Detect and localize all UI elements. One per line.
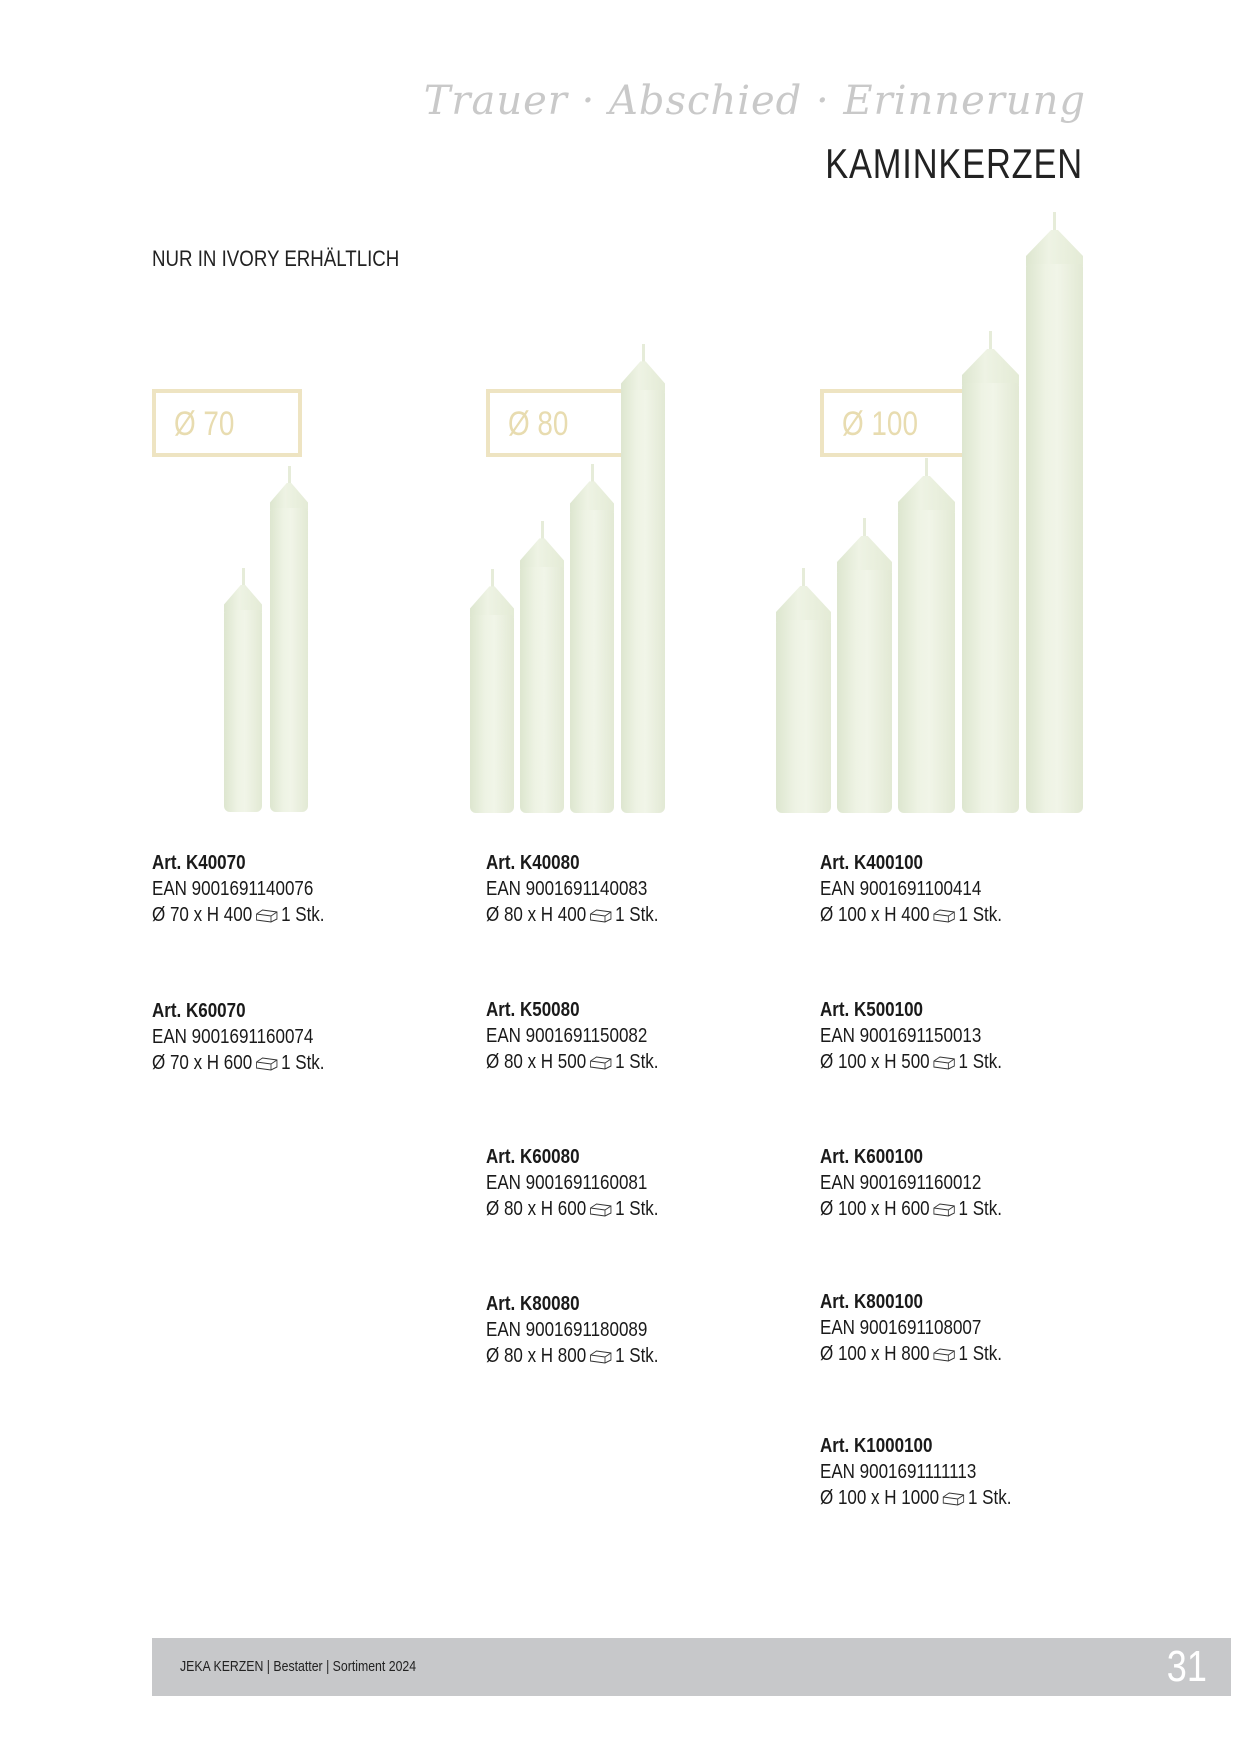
package-icon	[933, 1348, 955, 1362]
ean-code: EAN 9001691108007	[820, 1317, 982, 1339]
product-entry: Art. K600100 EAN 9001691160012 Ø 100 x H…	[820, 1144, 1034, 1222]
diameter-label: Ø 80	[508, 405, 569, 443]
product-entry: Art. K80080 EAN 9001691180089 Ø 80 x H 8…	[486, 1291, 689, 1369]
product-entry: Art. K1000100 EAN 9001691111113 Ø 100 x …	[820, 1433, 1045, 1511]
size: Ø 80 x H 800	[486, 1345, 587, 1367]
product-entry: Art. K60080 EAN 9001691160081 Ø 80 x H 6…	[486, 1144, 689, 1222]
diameter-label: Ø 100	[842, 405, 918, 443]
quantity: 1 Stk.	[281, 1052, 325, 1074]
ean-code: EAN 9001691111113	[820, 1461, 977, 1483]
article-number: Art. K40070	[152, 852, 246, 874]
quantity: 1 Stk.	[281, 904, 325, 926]
package-icon	[942, 1492, 964, 1506]
page-number: 31	[1166, 1642, 1207, 1691]
article-number: Art. K400100	[820, 852, 924, 874]
candle-image	[570, 464, 614, 813]
article-number: Art. K500100	[820, 999, 924, 1021]
candle-image	[224, 568, 262, 812]
product-entry: Art. K800100 EAN 9001691108007 Ø 100 x H…	[820, 1289, 1034, 1367]
ean-code: EAN 9001691160081	[486, 1172, 648, 1194]
candle-image	[270, 466, 308, 812]
size: Ø 100 x H 1000	[820, 1487, 940, 1509]
article-number: Art. K50080	[486, 999, 580, 1021]
product-entry: Art. K40080 EAN 9001691140083 Ø 80 x H 4…	[486, 850, 689, 928]
quantity: 1 Stk.	[958, 1198, 1002, 1220]
quantity: 1 Stk.	[967, 1487, 1012, 1509]
quantity: 1 Stk.	[958, 1343, 1002, 1365]
package-icon	[256, 1057, 278, 1071]
size: Ø 80 x H 500	[486, 1051, 587, 1073]
quantity: 1 Stk.	[615, 1345, 659, 1367]
ean-code: EAN 9001691150082	[486, 1025, 648, 1047]
candle-image	[1026, 212, 1083, 813]
size: Ø 100 x H 800	[820, 1343, 930, 1365]
diameter-box-80: Ø 80	[486, 389, 636, 457]
diameter-box-70: Ø 70	[152, 389, 302, 457]
diameter-box-100: Ø 100	[820, 389, 970, 457]
diameter-label: Ø 70	[174, 405, 235, 443]
candle-image	[837, 518, 892, 813]
quantity: 1 Stk.	[615, 1198, 659, 1220]
size: Ø 100 x H 500	[820, 1051, 930, 1073]
ean-code: EAN 9001691140083	[486, 878, 648, 900]
quantity: 1 Stk.	[615, 1051, 659, 1073]
package-icon	[256, 909, 278, 923]
package-icon	[933, 909, 955, 923]
size: Ø 70 x H 400	[152, 904, 253, 926]
ean-code: EAN 9001691180089	[486, 1319, 648, 1341]
candle-image	[470, 569, 514, 813]
product-entry: Art. K60070 EAN 9001691160074 Ø 70 x H 6…	[152, 998, 355, 1076]
package-icon	[590, 1203, 612, 1217]
candle-image	[962, 331, 1019, 813]
ean-code: EAN 9001691160012	[820, 1172, 982, 1194]
footer-text: JEKA KERZEN | Bestatter | Sortiment 2024	[180, 1658, 417, 1675]
article-number: Art. K60080	[486, 1146, 580, 1168]
article-number: Art. K60070	[152, 1000, 246, 1022]
product-entry: Art. K400100 EAN 9001691100414 Ø 100 x H…	[820, 850, 1034, 928]
package-icon	[590, 1056, 612, 1070]
quantity: 1 Stk.	[958, 1051, 1002, 1073]
article-number: Art. K800100	[820, 1291, 924, 1313]
ean-code: EAN 9001691100414	[820, 878, 982, 900]
size: Ø 80 x H 600	[486, 1198, 587, 1220]
candle-image	[520, 521, 564, 813]
footer-bar: JEKA KERZEN | Bestatter | Sortiment 2024…	[152, 1638, 1231, 1696]
ean-code: EAN 9001691150013	[820, 1025, 982, 1047]
page-title: KAMINKERZEN	[825, 140, 1083, 187]
article-number: Art. K1000100	[820, 1435, 933, 1457]
package-icon	[590, 1350, 612, 1364]
quantity: 1 Stk.	[615, 904, 659, 926]
size: Ø 100 x H 400	[820, 904, 930, 926]
article-number: Art. K40080	[486, 852, 580, 874]
quantity: 1 Stk.	[958, 904, 1002, 926]
package-icon	[590, 909, 612, 923]
article-number: Art. K600100	[820, 1146, 924, 1168]
candle-image	[898, 458, 955, 813]
size: Ø 80 x H 400	[486, 904, 587, 926]
ean-code: EAN 9001691160074	[152, 1026, 314, 1048]
product-entry: Art. K500100 EAN 9001691150013 Ø 100 x H…	[820, 997, 1034, 1075]
availability-note: NUR IN IVORY ERHÄLTLICH	[152, 246, 400, 271]
size: Ø 100 x H 600	[820, 1198, 930, 1220]
article-number: Art. K80080	[486, 1293, 580, 1315]
candle-image	[621, 344, 665, 813]
product-entry: Art. K50080 EAN 9001691150082 Ø 80 x H 5…	[486, 997, 689, 1075]
package-icon	[933, 1203, 955, 1217]
package-icon	[933, 1056, 955, 1070]
ean-code: EAN 9001691140076	[152, 878, 314, 900]
product-entry: Art. K40070 EAN 9001691140076 Ø 70 x H 4…	[152, 850, 355, 928]
size: Ø 70 x H 600	[152, 1052, 253, 1074]
candle-image	[776, 568, 831, 813]
script-title: Trauer · Abschied · Erinnerung	[423, 78, 1086, 124]
